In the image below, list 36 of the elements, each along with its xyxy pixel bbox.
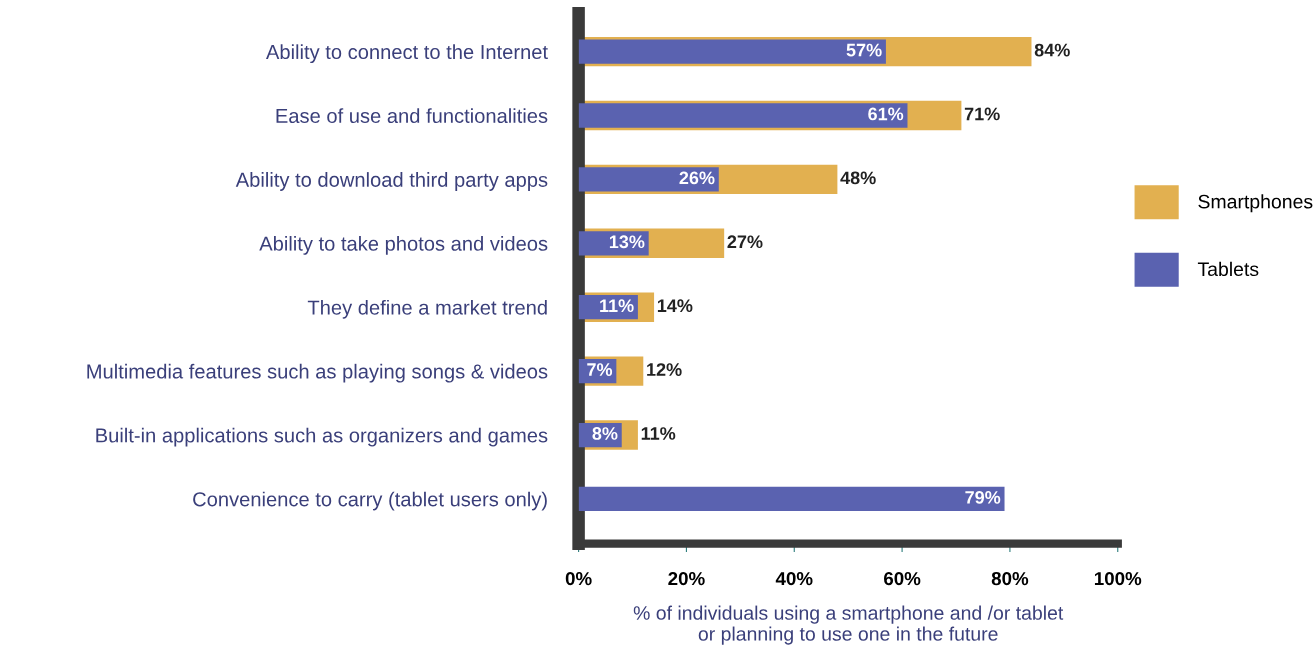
bar xyxy=(578,167,719,192)
y-tick-label: Built-in applications such as organizers and games xyxy=(96,427,548,447)
data-label: 11% xyxy=(641,427,676,440)
data-label: 26% xyxy=(679,171,715,185)
data-label: 7% xyxy=(587,363,613,376)
x-axis-title: % of individuals using a smartphone and /or tablet or planning to use one in the future xyxy=(633,605,1064,645)
data-label: 14% xyxy=(657,299,693,313)
y-tick-label: Ease of use and functionalities xyxy=(276,108,548,123)
y-tick-label: Ability to connect to the Internet xyxy=(265,44,548,64)
data-label: 27% xyxy=(727,235,763,249)
data-label: 13% xyxy=(609,235,645,249)
x-tick-label: 60% xyxy=(884,571,921,586)
bar xyxy=(578,103,908,128)
data-label: 84% xyxy=(1034,43,1070,57)
data-label: 61% xyxy=(868,107,904,121)
x-tick-label: 80% xyxy=(991,571,1029,586)
legend-label: Tablets xyxy=(1197,261,1259,277)
data-label: 71% xyxy=(964,107,1000,121)
data-label: 11% xyxy=(600,299,634,313)
legend-label: Smartphones xyxy=(1198,194,1313,213)
data-label: 48% xyxy=(840,171,876,185)
x-tick-label: 100% xyxy=(1094,571,1142,586)
bar xyxy=(578,486,1005,512)
y-tick-label: Multimedia features such as playing songs & videos xyxy=(87,363,548,383)
data-label: 79% xyxy=(965,490,1001,504)
y-tick-label: Convenience to carry (tablet users only) xyxy=(193,491,547,511)
y-tick-label: Ability to download third party apps xyxy=(235,172,548,191)
x-tick-label: 20% xyxy=(668,571,705,586)
x-tick-label: 40% xyxy=(775,571,813,586)
data-label: 8% xyxy=(592,427,618,440)
y-tick-label: They define a market trend xyxy=(307,299,547,319)
y-tick-label: Ability to take photos and videos xyxy=(259,236,548,255)
data-label: 57% xyxy=(846,43,882,57)
bar xyxy=(578,39,886,64)
x-tick-label: 0% xyxy=(565,571,592,586)
data-label: 12% xyxy=(647,363,682,376)
